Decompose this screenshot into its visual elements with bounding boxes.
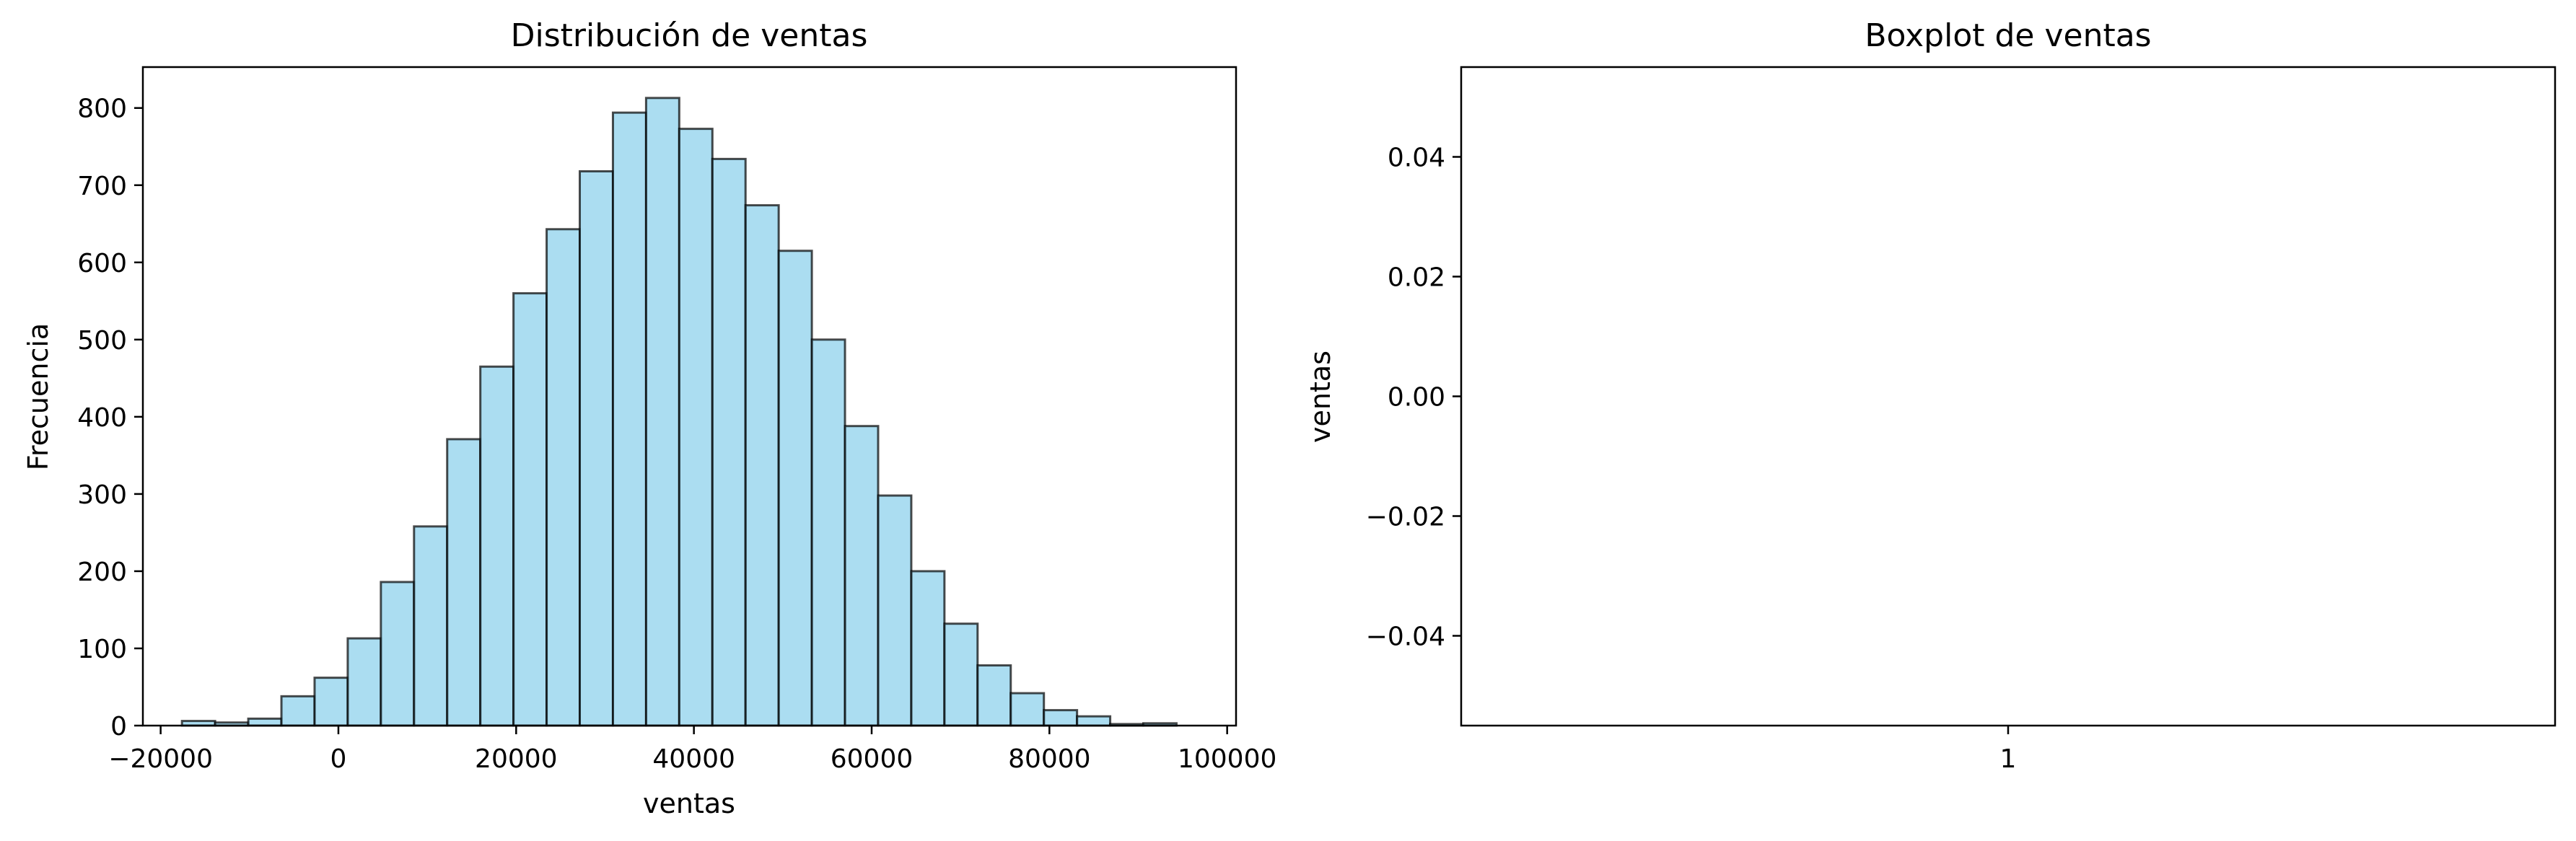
y-tick-label: 700 bbox=[77, 172, 127, 201]
histogram-bar bbox=[844, 425, 880, 727]
y-tick-label: 800 bbox=[77, 94, 127, 124]
histogram-bar bbox=[446, 438, 482, 727]
y-tick-label: 500 bbox=[77, 326, 127, 356]
boxplot-panel: Boxplot de ventas 1 −0.04 −0.02 0.00 0.02 0.… bbox=[1305, 17, 2557, 774]
histogram-bar bbox=[413, 525, 449, 727]
histogram-title: Distribución de ventas bbox=[511, 17, 868, 54]
boxplot-title: Boxplot de ventas bbox=[1865, 17, 2151, 54]
boxplot-y-axis: −0.04 −0.02 0.00 0.02 0.04 bbox=[1366, 144, 1461, 652]
histogram-bar bbox=[678, 128, 714, 727]
histogram-y-axis-label: Frecuencia bbox=[22, 323, 54, 470]
histogram-panel: Distribución de ventas −20000 0 20000 40000… bbox=[22, 17, 1276, 819]
histogram-x-axis: −20000 0 20000 40000 60000 80000 100000 bbox=[108, 726, 1276, 774]
x-tick-label: 40000 bbox=[652, 744, 735, 774]
histogram-bar bbox=[280, 695, 316, 727]
histogram-bar bbox=[380, 581, 416, 727]
histogram-bar bbox=[313, 677, 349, 727]
histogram-bar bbox=[1009, 692, 1046, 727]
histogram-bar bbox=[744, 204, 780, 727]
histogram-bar bbox=[810, 338, 846, 727]
x-tick-label: 0 bbox=[330, 744, 347, 774]
y-tick-label: −0.04 bbox=[1366, 622, 1445, 652]
histogram-bar bbox=[611, 111, 647, 727]
histogram-bar bbox=[512, 292, 548, 727]
histogram-bar bbox=[1043, 709, 1079, 727]
histogram-y-axis: 0 100 200 300 400 500 600 700 800 bbox=[77, 94, 143, 741]
histogram-bar bbox=[943, 622, 979, 727]
x-tick-label: 20000 bbox=[475, 744, 558, 774]
histogram-bar bbox=[644, 97, 680, 727]
y-tick-label: 0 bbox=[110, 712, 127, 741]
y-tick-label: 0.00 bbox=[1388, 383, 1445, 413]
histogram-bar bbox=[346, 637, 382, 727]
x-tick-label: −20000 bbox=[108, 744, 213, 774]
y-tick-label: −0.02 bbox=[1366, 503, 1445, 532]
histogram-bar bbox=[711, 157, 747, 727]
histogram-bar bbox=[247, 717, 283, 727]
histogram-x-axis-label: ventas bbox=[643, 788, 735, 819]
histogram-bar bbox=[877, 494, 913, 727]
histogram-bar bbox=[479, 365, 515, 727]
x-tick-label: 1 bbox=[2000, 744, 2017, 774]
y-tick-label: 600 bbox=[77, 249, 127, 278]
y-tick-label: 400 bbox=[77, 403, 127, 433]
histogram-bar bbox=[910, 570, 946, 727]
histogram-bar bbox=[579, 169, 614, 727]
histogram-bar bbox=[1076, 715, 1112, 727]
histogram-bar bbox=[777, 250, 813, 727]
x-tick-label: 60000 bbox=[831, 744, 914, 774]
x-tick-label: 100000 bbox=[1178, 744, 1276, 774]
y-tick-label: 200 bbox=[77, 558, 127, 587]
histogram-frame bbox=[141, 66, 1237, 727]
histogram-bar bbox=[976, 664, 1012, 727]
boxplot-frame bbox=[1460, 66, 2557, 727]
histogram-bars bbox=[180, 97, 1178, 727]
y-tick-label: 100 bbox=[77, 635, 127, 664]
histogram-bar bbox=[546, 228, 582, 727]
x-tick-label: 80000 bbox=[1008, 744, 1091, 774]
y-tick-label: 0.04 bbox=[1388, 144, 1445, 173]
y-tick-label: 300 bbox=[77, 480, 127, 510]
boxplot-y-axis-label: ventas bbox=[1305, 351, 1336, 443]
boxplot-x-axis: 1 bbox=[2000, 726, 2017, 774]
y-tick-label: 0.02 bbox=[1388, 263, 1445, 293]
